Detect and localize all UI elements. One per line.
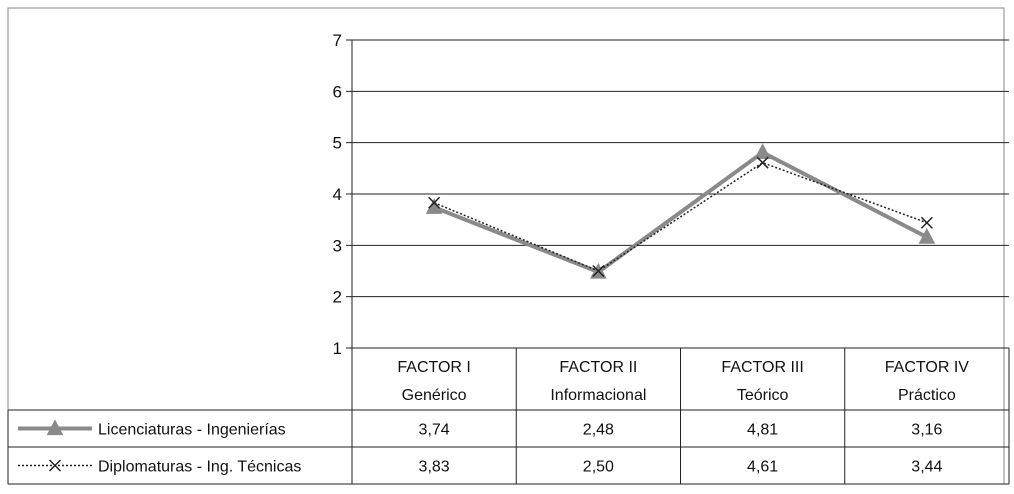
category-label-line1: FACTOR I <box>397 359 471 376</box>
category-label-line2: Teórico <box>737 387 789 404</box>
series-1-point <box>425 198 443 214</box>
series-1-point <box>918 227 936 244</box>
category-label-line1: FACTOR III <box>721 359 803 376</box>
series-2-point <box>428 196 441 209</box>
y-tick-label: 3 <box>333 236 342 255</box>
data-table-cell: 4,61 <box>747 459 778 476</box>
data-table-cell: 3,16 <box>911 422 942 439</box>
chart-frame <box>7 7 1005 485</box>
series-2-point <box>756 156 769 169</box>
legend-key-triangle-marker <box>46 419 64 436</box>
category-label-line1: FACTOR II <box>559 359 637 376</box>
data-table-cell: 3,44 <box>911 459 942 476</box>
legend-label: Diplomaturas - Ing. Técnicas <box>98 459 301 476</box>
series-2-point <box>920 216 933 229</box>
y-tick-label: 6 <box>333 82 342 101</box>
y-tick-label: 2 <box>333 288 342 307</box>
y-tick-label: 5 <box>333 134 342 153</box>
data-table-cell: 4,81 <box>747 422 778 439</box>
category-label-line2: Práctico <box>898 387 956 404</box>
series-line-1 <box>433 150 928 275</box>
category-label-line2: Informacional <box>550 387 646 404</box>
series-1-point <box>754 143 771 159</box>
series-line-2 <box>433 161 928 272</box>
data-table-cell: 3,83 <box>419 459 450 476</box>
legend-label: Licenciaturas - Ingenierías <box>98 422 286 439</box>
y-tick-label: 4 <box>333 185 342 204</box>
data-table-cell: 2,50 <box>583 459 614 476</box>
data-table-cell: 3,74 <box>419 422 450 439</box>
series-2-point <box>592 264 605 278</box>
category-label-line2: Genérico <box>402 387 467 404</box>
legend-key-x-marker <box>48 459 62 472</box>
y-tick-label: 1 <box>333 339 342 358</box>
y-tick-label: 7 <box>333 31 342 50</box>
data-table-cell: 2,48 <box>583 422 614 439</box>
category-label-line1: FACTOR IV <box>885 359 969 376</box>
